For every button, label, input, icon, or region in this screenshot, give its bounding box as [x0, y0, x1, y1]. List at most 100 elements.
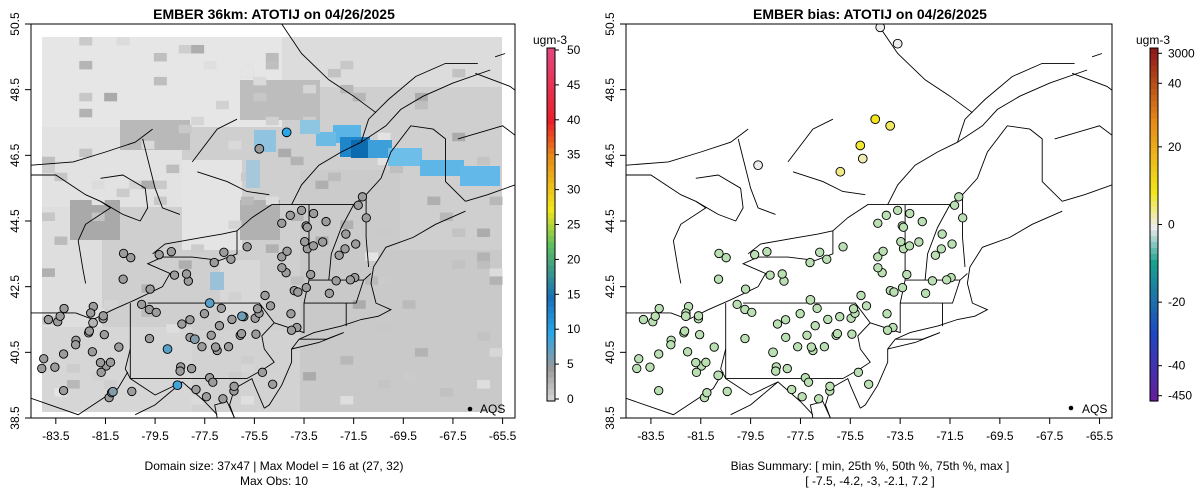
aqs-site — [873, 252, 883, 262]
aqs-site-bias — [855, 140, 866, 151]
aqs-site — [186, 363, 197, 374]
aqs-site — [806, 342, 816, 352]
colorbar-segment — [547, 230, 555, 237]
colorbar-segment — [1150, 183, 1158, 190]
colorbar-segment — [547, 277, 555, 284]
colorbar-segment — [547, 389, 555, 396]
aqs-site — [771, 366, 781, 376]
left-colorbar-unit: ugm-3 — [533, 33, 567, 47]
border-line — [457, 125, 515, 140]
border-line — [887, 332, 941, 350]
border-line — [135, 381, 183, 416]
colorbar-segment — [1150, 95, 1158, 102]
x-tick-label: -83.5 — [637, 429, 665, 443]
right-map-panel: EMBER bias: ATOTIJ on 04/26/2025 -83.5 -8… — [603, 6, 1114, 488]
aqs-site — [223, 342, 234, 352]
grid-cell-block — [240, 200, 280, 240]
x-tick-label: -73.5 — [290, 429, 318, 443]
right-aqs-legend-dot — [1068, 405, 1074, 411]
colorbar-segment — [1150, 177, 1158, 184]
colorbar-segment — [1150, 300, 1158, 308]
grid-cell — [340, 396, 354, 405]
aqs-site — [126, 253, 136, 263]
aqs-site — [650, 311, 660, 321]
grid-cell — [340, 60, 354, 70]
grid-cell — [240, 68, 254, 78]
aqs-site-highlight — [162, 344, 173, 354]
border-line — [31, 128, 153, 166]
aqs-site — [864, 379, 874, 389]
grid-cell — [153, 52, 167, 62]
aqs-site-bias — [857, 153, 868, 164]
x-tick-label: -65.5 — [1086, 429, 1114, 443]
border-line — [860, 210, 1063, 409]
aqs-site — [105, 357, 116, 367]
x-tick-label: -75.5 — [837, 429, 865, 443]
colorbar-segment — [547, 371, 555, 379]
grid-cell — [54, 172, 68, 182]
colorbar-segment — [547, 177, 555, 184]
colorbar-segment — [1150, 212, 1158, 220]
aqs-site — [308, 241, 318, 251]
grid-cell — [66, 380, 80, 389]
aqs-site — [37, 363, 47, 374]
left-colorbar: ugm-3 0 5 10 15 20 25 30 35 40 45 50 — [533, 33, 581, 406]
colorbar-segment — [1150, 395, 1158, 402]
y-tick-label: 48.5 — [603, 78, 617, 102]
aqs-site — [905, 208, 915, 219]
aqs-site — [822, 254, 832, 264]
colorbar-segment — [547, 165, 555, 173]
aqs-site — [216, 303, 226, 313]
border-line — [124, 348, 218, 416]
grid-cell-plume — [368, 140, 392, 158]
aqs-site — [902, 269, 912, 280]
grid-cell — [489, 276, 503, 285]
aqs-site — [334, 250, 344, 260]
aqs-site — [838, 242, 848, 252]
border-line — [214, 401, 235, 418]
aqs-site — [227, 314, 237, 325]
grid-cell — [414, 348, 428, 357]
aqs-site — [762, 247, 772, 257]
grid-cell — [141, 180, 155, 190]
aqs-site — [197, 342, 207, 352]
aqs-site — [713, 274, 724, 284]
right-state-borders — [626, 24, 1112, 418]
grid-cell — [216, 100, 229, 110]
border-line — [142, 138, 181, 215]
grid-cell — [489, 268, 503, 277]
aqs-site — [709, 342, 719, 352]
aqs-site — [98, 311, 108, 321]
grid-cell-block — [42, 327, 192, 412]
grid-cell-plume — [316, 132, 336, 146]
aqs-site — [793, 342, 803, 352]
colorbar-segment — [547, 295, 555, 302]
aqs-site-highlight — [172, 380, 183, 391]
aqs-site — [765, 270, 775, 280]
aqs-site — [654, 349, 664, 359]
aqs-site — [835, 312, 845, 322]
aqs-site — [882, 309, 892, 319]
left-model-grid — [31, 24, 515, 418]
y-tick-label: 38.5 — [8, 406, 22, 430]
aqs-site — [252, 304, 263, 314]
aqs-site — [293, 287, 303, 297]
aqs-site — [114, 342, 124, 352]
colorbar-segment — [547, 224, 555, 231]
grid-cell — [340, 220, 354, 229]
aqs-site — [210, 342, 221, 352]
right-footer-line-1: Bias Summary: [ min, 25th %, 50th %, 75t… — [731, 459, 1010, 473]
border-line — [787, 118, 834, 163]
colorbar-segment — [1150, 218, 1158, 226]
grid-cell-plume — [420, 160, 464, 176]
colorbar-segment — [547, 218, 555, 226]
aqs-site — [277, 263, 287, 273]
aqs-site — [942, 275, 952, 285]
grid-cell — [91, 212, 105, 222]
aqs-site-bias — [753, 160, 763, 171]
grid-cell — [166, 324, 180, 333]
grid-cell — [141, 140, 155, 150]
x-tick-label: -79.5 — [141, 429, 169, 443]
colorbar-tick-label: 30 — [567, 183, 581, 197]
grid-cell — [439, 388, 453, 397]
